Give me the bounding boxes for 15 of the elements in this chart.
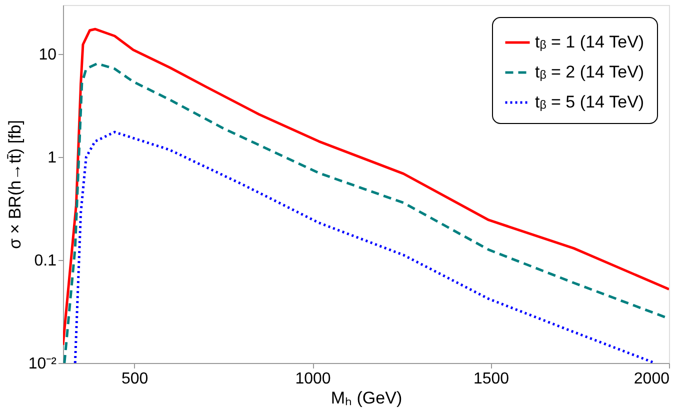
- y-tick-label: 1: [48, 150, 57, 167]
- x-tick-label: 1000: [295, 370, 331, 388]
- line-series: [74, 130, 656, 363]
- x-tick-label: 1500: [473, 370, 510, 388]
- legend-label: tᵦ = 1 (14 TeV): [535, 32, 644, 52]
- x-tick-label: 2000: [634, 370, 670, 388]
- legend-label: tᵦ = 2 (14 TeV): [535, 62, 644, 82]
- x-tick-label: 500: [121, 370, 148, 388]
- y-tick-label: 10: [38, 46, 57, 64]
- x-axis-title: Mₕ (GeV): [330, 388, 402, 408]
- y-tick-label: 0.1: [34, 252, 57, 270]
- y-tick-label: 10⁻²: [28, 356, 58, 372]
- y-axis-title: σ × BR(h→tt̄) [fb]: [5, 120, 24, 250]
- legend-label: tᵦ = 5 (14 TeV): [535, 92, 644, 112]
- line-series: [63, 28, 669, 346]
